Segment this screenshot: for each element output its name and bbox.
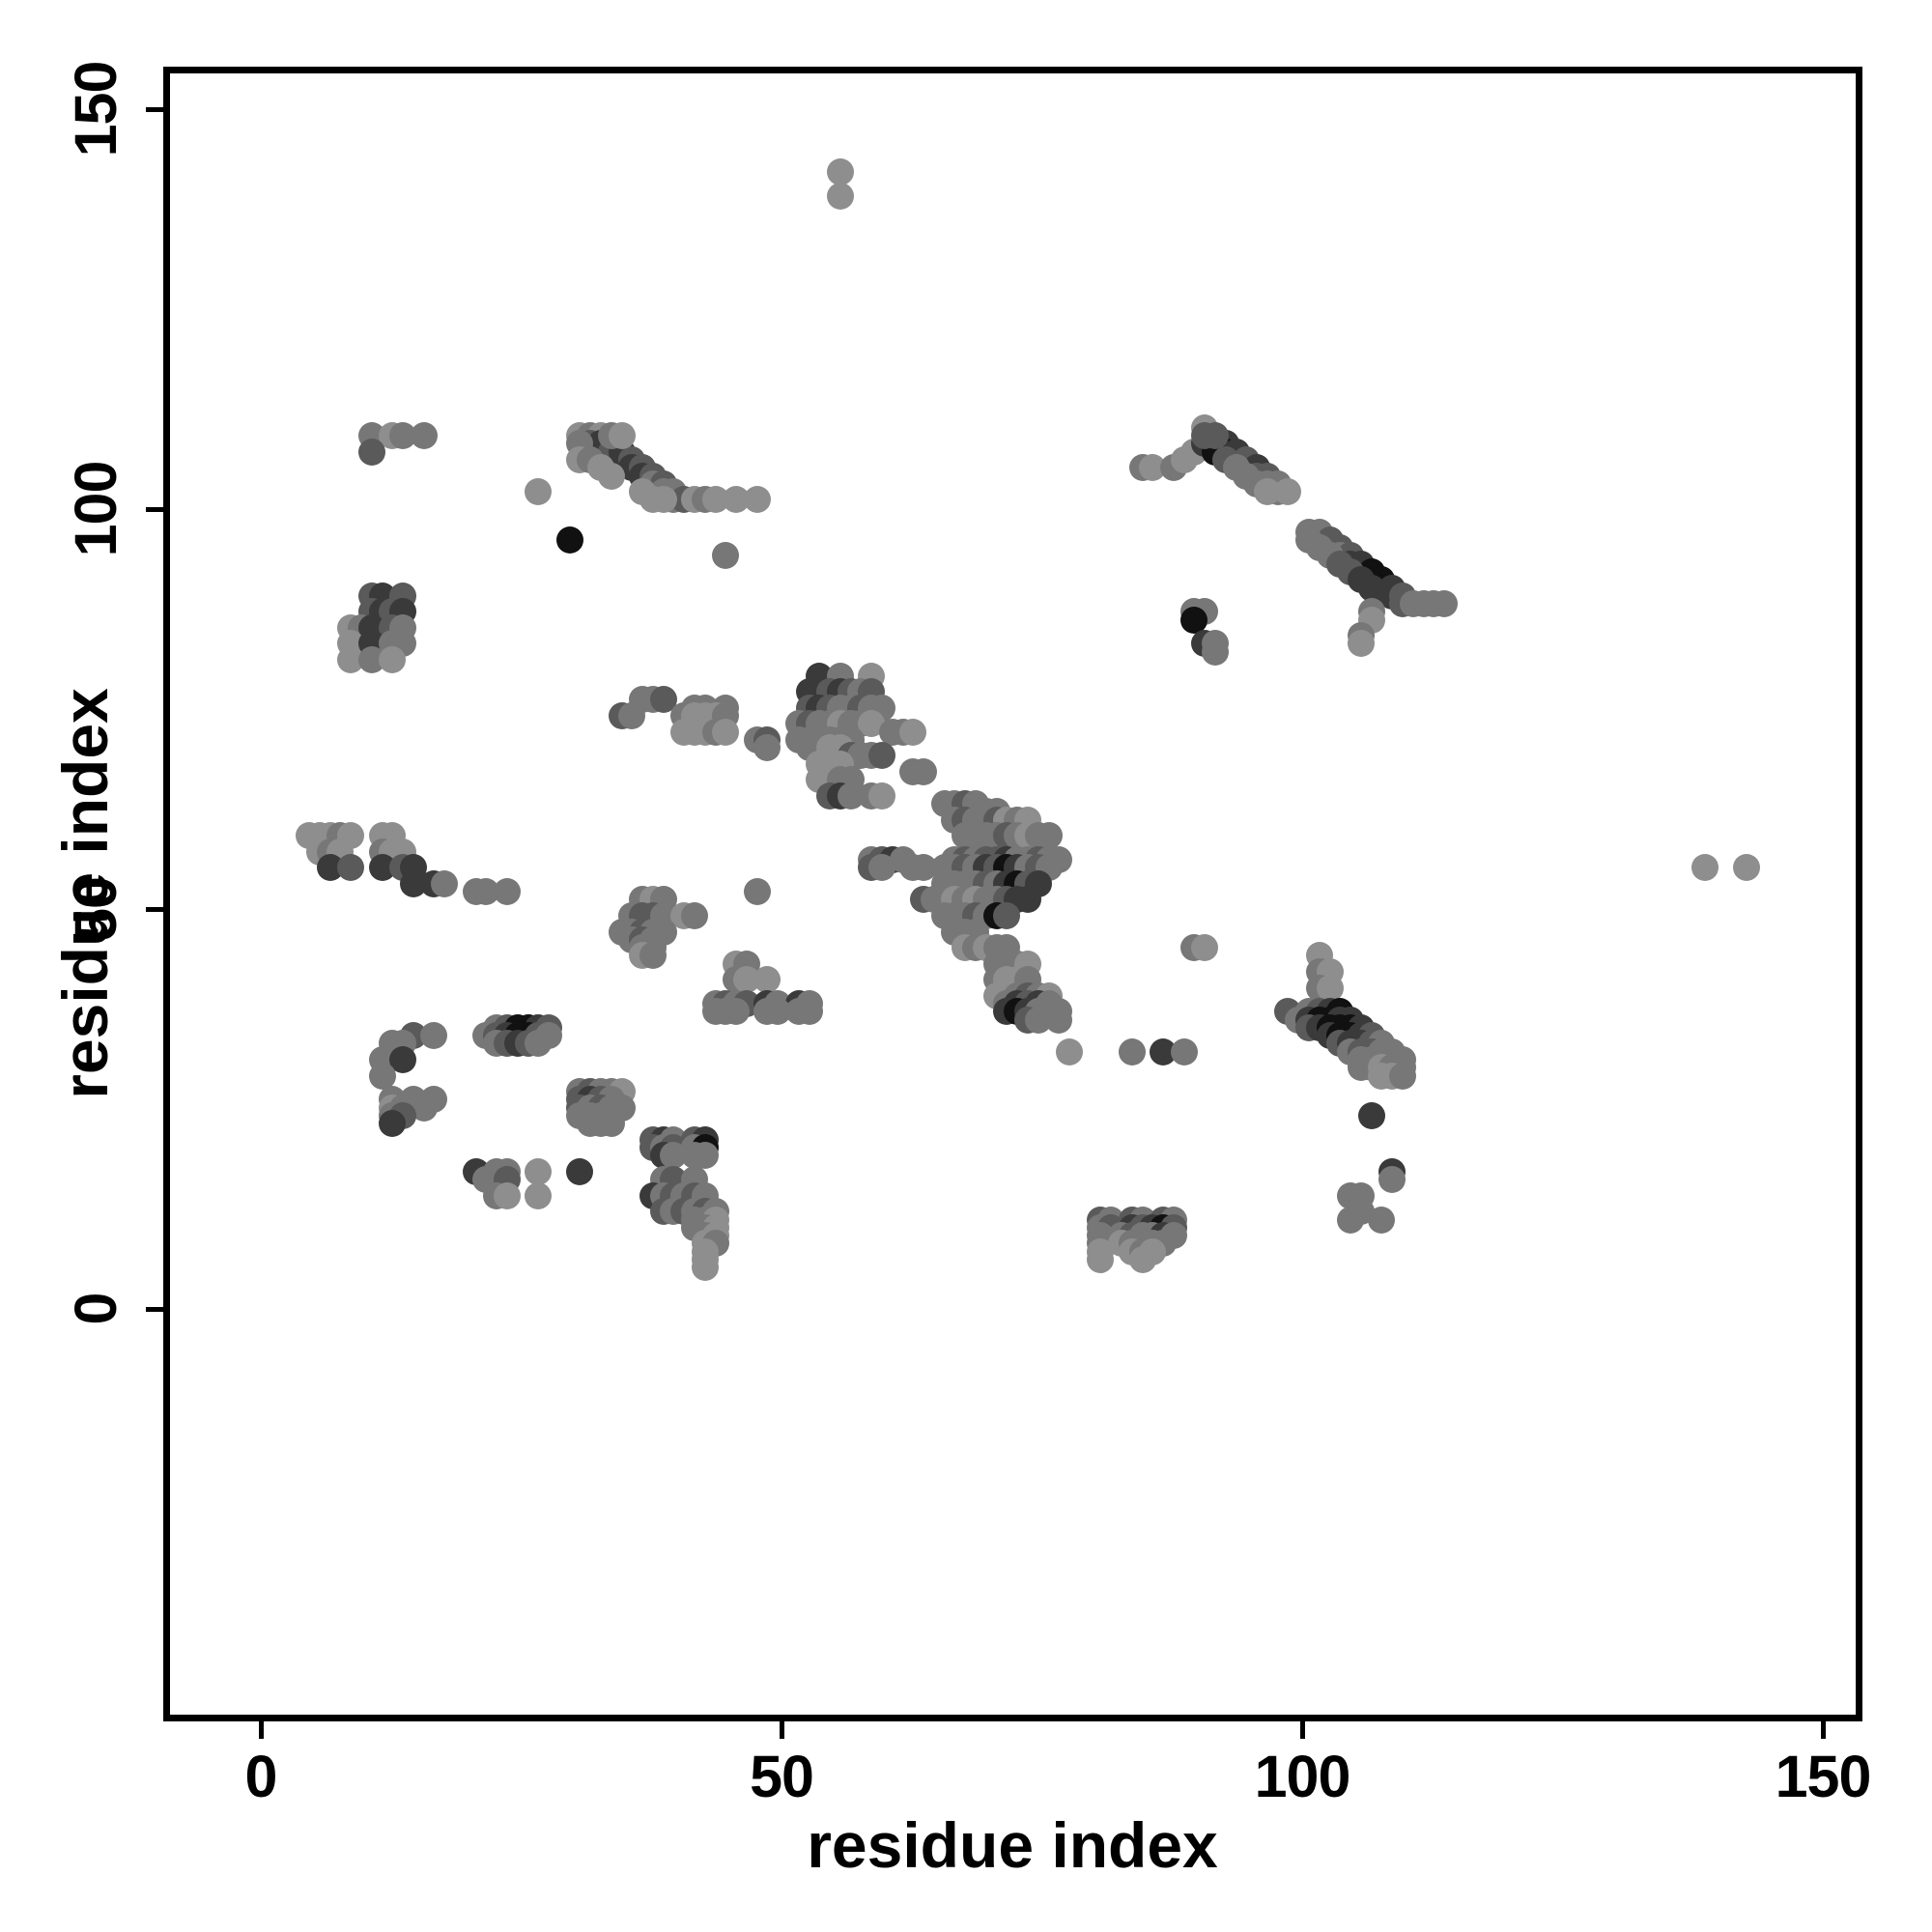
scatter-point [368, 1062, 396, 1090]
scatter-point [826, 182, 854, 210]
x-axis-tick [259, 1721, 264, 1739]
scatter-point [1170, 1037, 1198, 1065]
scatter-point [1201, 638, 1229, 666]
scatter-point [899, 718, 927, 746]
scatter-point [795, 998, 823, 1026]
scatter-point [712, 718, 740, 746]
x-axis-title: residue index [807, 1809, 1218, 1881]
scatter-point [1045, 1006, 1073, 1034]
scatter-point [868, 742, 896, 770]
y-axis-tick-label: 50 [63, 877, 128, 941]
y-axis-tick [146, 907, 163, 912]
x-axis-tick [780, 1721, 784, 1739]
scatter-point [1431, 590, 1459, 618]
scatter-point [712, 542, 740, 570]
scatter-point [1316, 974, 1344, 1002]
scatter-point [379, 1110, 407, 1138]
y-axis-tick-label: 100 [63, 461, 128, 557]
scatter-point [566, 1157, 594, 1185]
scatter-point [1035, 822, 1063, 850]
x-axis-tick-label: 50 [750, 1744, 814, 1809]
scatter-point [691, 1142, 719, 1170]
scatter-point [1732, 854, 1760, 882]
scatter-points-layer [170, 73, 1856, 1715]
x-axis-tick [1300, 1721, 1305, 1739]
scatter-point [431, 869, 459, 897]
scatter-point [1201, 422, 1229, 450]
scatter-point [525, 1157, 553, 1185]
scatter-point [680, 902, 708, 929]
scatter-point [1013, 886, 1041, 914]
scatter-point [691, 1254, 719, 1282]
scatter-point [410, 422, 438, 450]
scatter-point [1118, 1037, 1146, 1065]
scatter-point [379, 646, 407, 674]
scatter-point [753, 734, 781, 762]
scatter-point [1378, 1166, 1406, 1194]
scatter-point [743, 878, 771, 906]
scatter-point [639, 942, 667, 970]
x-axis-tick-label: 0 [244, 1744, 278, 1809]
y-axis-tick-label: 0 [63, 1293, 128, 1325]
scatter-point [743, 486, 771, 514]
scatter-point [1690, 854, 1719, 882]
scatter-point [1368, 1206, 1396, 1234]
x-axis-tick [1821, 1721, 1826, 1739]
scatter-point [493, 1181, 521, 1209]
x-axis-tick-label: 100 [1254, 1744, 1351, 1809]
scatter-point [555, 526, 583, 554]
y-axis-tick [146, 1307, 163, 1312]
scatter-point [597, 1110, 625, 1138]
scatter-point [493, 878, 521, 906]
scatter-point [618, 702, 646, 729]
scatter-point [1191, 934, 1219, 962]
scatter-point [1087, 1246, 1115, 1274]
scatter-point [525, 478, 553, 506]
scatter-point [753, 966, 781, 994]
scatter-point [525, 1030, 553, 1058]
x-axis-tick-label: 150 [1775, 1744, 1872, 1809]
scatter-point [826, 157, 854, 185]
scatter-point [910, 757, 938, 785]
scatter-point [608, 422, 636, 450]
scatter-point [1180, 606, 1208, 634]
scatter-point [337, 854, 365, 882]
scatter-point [723, 998, 751, 1026]
scatter-point [1347, 630, 1375, 658]
scatter-point [357, 438, 385, 466]
y-axis-tick [146, 507, 163, 512]
scatter-point [993, 902, 1021, 929]
scatter-point [420, 1022, 448, 1050]
scatter-point [649, 486, 677, 514]
scatter-point [1357, 574, 1385, 602]
scatter-point [1253, 478, 1281, 506]
scatter-point [1056, 1037, 1084, 1065]
scatter-point [868, 854, 896, 882]
y-axis-tick-label: 150 [63, 61, 128, 157]
scatter-point [597, 462, 625, 490]
y-axis-tick [146, 107, 163, 112]
scatter-point [525, 1181, 553, 1209]
scatter-point [1357, 1102, 1385, 1129]
scatter-point [868, 781, 896, 810]
scatter-point [1337, 1206, 1365, 1234]
scatter-point [1128, 1246, 1156, 1274]
plot-area [163, 67, 1862, 1721]
scatter-point [1389, 1062, 1417, 1090]
